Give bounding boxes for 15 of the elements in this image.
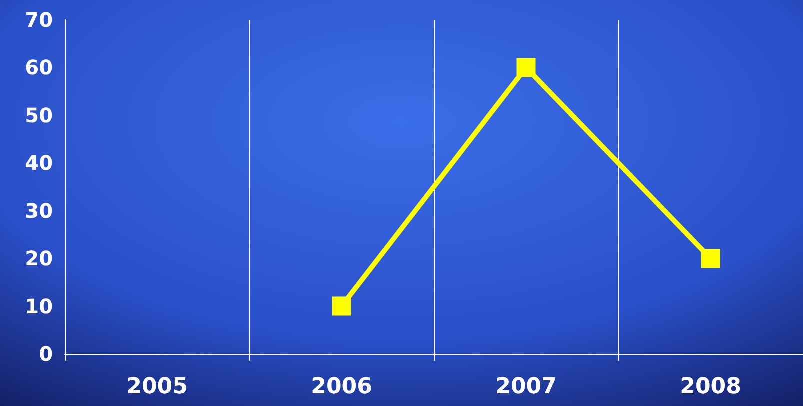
x-tick-label: 2007 <box>496 374 557 400</box>
point <box>332 296 352 316</box>
y-tick-label: 10 <box>25 294 53 318</box>
y-tick-label: 40 <box>25 151 53 176</box>
x-tick-label: 2005 <box>126 374 188 400</box>
y-tick-label: 30 <box>25 198 53 223</box>
y-tick-label: 70 <box>25 8 53 32</box>
y-tick-label: 50 <box>25 103 53 128</box>
point <box>516 58 536 78</box>
y-tick-label: 60 <box>25 56 53 80</box>
x-tick-label: 2006 <box>311 374 372 400</box>
y-tick-label: 0 <box>39 342 53 366</box>
y-tick-label: 20 <box>25 246 53 271</box>
x-tick-label: 2008 <box>680 374 742 400</box>
point <box>701 249 720 268</box>
